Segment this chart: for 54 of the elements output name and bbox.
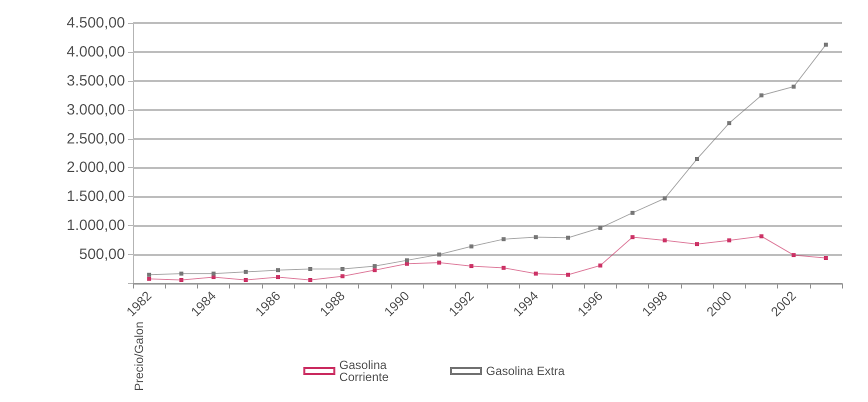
y-tick-label: 3.000,00 bbox=[66, 101, 125, 118]
point bbox=[308, 266, 312, 271]
y-tick-label: 2.000,00 bbox=[66, 159, 125, 176]
point bbox=[469, 244, 474, 248]
point bbox=[694, 157, 699, 162]
point bbox=[502, 237, 506, 242]
y-tick-label: 4.500,00 bbox=[66, 14, 125, 32]
point bbox=[179, 278, 184, 282]
y-tick-label: 3.500,00 bbox=[66, 72, 125, 90]
point bbox=[244, 278, 248, 282]
point bbox=[598, 226, 602, 230]
point bbox=[662, 238, 667, 242]
point bbox=[340, 274, 344, 278]
point bbox=[372, 268, 377, 272]
point bbox=[630, 210, 635, 215]
point bbox=[566, 272, 570, 277]
point bbox=[759, 93, 764, 98]
point bbox=[437, 252, 442, 257]
point bbox=[437, 260, 442, 265]
point bbox=[244, 270, 248, 274]
point bbox=[759, 234, 764, 238]
legend-label: Gasolina Corriente bbox=[339, 358, 390, 384]
point bbox=[694, 242, 699, 246]
point bbox=[566, 236, 570, 240]
point bbox=[340, 266, 344, 271]
point bbox=[212, 272, 216, 276]
point bbox=[308, 278, 312, 282]
point bbox=[662, 196, 667, 200]
point bbox=[792, 84, 796, 89]
point bbox=[534, 272, 538, 276]
point bbox=[179, 272, 184, 276]
point bbox=[147, 272, 152, 277]
y-tick-label: 2.500,00 bbox=[66, 130, 125, 148]
point bbox=[276, 275, 280, 280]
point bbox=[404, 258, 409, 262]
point bbox=[598, 264, 602, 268]
point bbox=[469, 264, 474, 268]
point bbox=[630, 235, 635, 240]
point bbox=[727, 121, 732, 126]
y-tick-label: 1.500,00 bbox=[66, 188, 125, 206]
point bbox=[727, 238, 732, 242]
y-tick-label: 4.000,00 bbox=[66, 43, 125, 60]
point bbox=[147, 276, 152, 281]
point bbox=[824, 256, 828, 260]
point bbox=[502, 266, 506, 270]
y-axis-title: Precio/Galon bbox=[132, 322, 146, 392]
point bbox=[276, 268, 280, 272]
point bbox=[824, 42, 828, 47]
y-tick-label: 1.000,00 bbox=[66, 217, 125, 234]
point bbox=[372, 264, 377, 268]
point bbox=[534, 235, 538, 240]
point bbox=[792, 253, 796, 258]
legend-label: Gasolina Extra bbox=[486, 364, 566, 378]
y-tick-label: 500,00 bbox=[79, 246, 125, 264]
